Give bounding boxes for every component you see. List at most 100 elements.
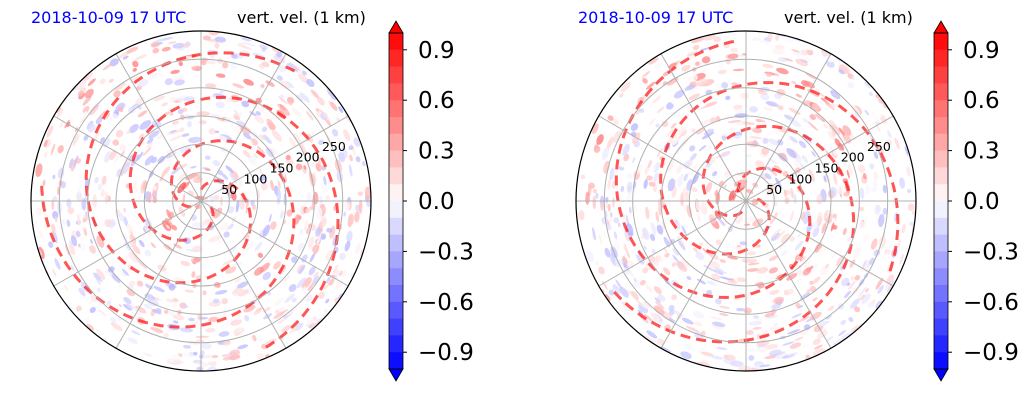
field-cell bbox=[75, 305, 82, 312]
field-cell bbox=[721, 135, 727, 141]
field-cell bbox=[609, 167, 615, 181]
field-cell bbox=[370, 206, 371, 215]
field-cell bbox=[671, 97, 680, 105]
field-cell bbox=[276, 51, 283, 58]
field-cell bbox=[747, 262, 760, 266]
field-cell bbox=[865, 288, 869, 293]
field-cell bbox=[875, 277, 884, 290]
field-cell bbox=[200, 342, 212, 350]
field-cell bbox=[230, 319, 243, 326]
field-cell bbox=[261, 61, 270, 68]
field-cell bbox=[615, 279, 622, 289]
field-cell bbox=[102, 63, 112, 71]
field-cell bbox=[622, 256, 628, 265]
field-cell bbox=[187, 123, 192, 128]
field-cell bbox=[115, 129, 124, 138]
field-cell bbox=[259, 293, 269, 301]
field-cell bbox=[316, 96, 325, 106]
field-cell bbox=[720, 203, 726, 211]
field-cell bbox=[812, 338, 821, 345]
field-cell bbox=[774, 44, 785, 50]
colorbar-band bbox=[934, 66, 948, 84]
field-cell bbox=[299, 228, 304, 235]
field-cell bbox=[671, 294, 677, 301]
field-cell bbox=[754, 160, 765, 168]
field-cell bbox=[763, 106, 774, 112]
field-cell bbox=[619, 92, 624, 98]
field-cell bbox=[622, 143, 630, 156]
field-cell bbox=[873, 107, 882, 119]
field-cell bbox=[217, 240, 222, 244]
field-cell bbox=[805, 45, 813, 51]
field-cell bbox=[318, 291, 325, 299]
field-cell bbox=[93, 328, 103, 336]
field-cell bbox=[827, 130, 836, 140]
colorbar-band bbox=[934, 167, 948, 185]
field-cell bbox=[129, 234, 137, 244]
field-cell bbox=[313, 271, 319, 279]
field-cell bbox=[837, 132, 848, 144]
field-cell bbox=[348, 164, 353, 177]
field-cell bbox=[215, 101, 225, 109]
field-cell bbox=[288, 137, 296, 147]
field-cell bbox=[135, 54, 147, 61]
azimuth-spoke bbox=[745, 115, 894, 202]
field-cell bbox=[328, 278, 335, 286]
field-cell bbox=[666, 158, 675, 172]
field-cell bbox=[713, 36, 721, 43]
field-cell bbox=[51, 268, 57, 277]
field-cell bbox=[84, 88, 94, 99]
field-cell bbox=[762, 137, 769, 144]
colorbar-band bbox=[934, 268, 948, 286]
field-cell bbox=[125, 303, 134, 310]
field-cell bbox=[316, 155, 322, 166]
field-cell bbox=[847, 163, 853, 175]
field-cell bbox=[191, 271, 196, 278]
field-cell bbox=[56, 106, 62, 113]
field-cell bbox=[242, 150, 251, 158]
field-cell bbox=[598, 266, 605, 275]
field-cell bbox=[683, 173, 688, 182]
field-cell bbox=[320, 233, 327, 240]
field-cell bbox=[830, 90, 841, 100]
colorbar-band bbox=[389, 251, 403, 269]
field-cell bbox=[273, 273, 278, 278]
azimuth-spoke bbox=[598, 200, 747, 287]
field-cell bbox=[671, 262, 677, 267]
field-cell bbox=[54, 216, 58, 223]
field-cell bbox=[179, 127, 185, 133]
field-cell bbox=[691, 37, 705, 44]
field-cell bbox=[586, 250, 594, 262]
field-cell bbox=[142, 146, 152, 156]
field-cell bbox=[795, 58, 809, 67]
field-cell bbox=[755, 118, 762, 123]
field-cell bbox=[98, 110, 106, 119]
field-cell bbox=[156, 134, 163, 140]
colorbar-left-ticks: 0.9 0.6 0.3 0.0 −0.3 −0.6 −0.9 bbox=[403, 38, 474, 366]
field-cell bbox=[80, 233, 87, 242]
field-cell bbox=[693, 164, 698, 170]
field-cell bbox=[178, 61, 183, 67]
field-cell bbox=[204, 155, 211, 160]
colorbar-band bbox=[389, 217, 403, 236]
field-cell bbox=[887, 280, 895, 293]
colorbar-band bbox=[934, 301, 948, 320]
field-cell bbox=[244, 241, 254, 251]
field-cell bbox=[780, 233, 791, 244]
field-cell bbox=[121, 268, 129, 276]
field-cell bbox=[129, 123, 139, 134]
field-cell bbox=[771, 303, 782, 310]
field-cell bbox=[108, 78, 114, 83]
field-cell bbox=[283, 193, 286, 206]
colorbar-band bbox=[389, 268, 403, 286]
field-cell bbox=[150, 327, 164, 333]
field-cell bbox=[757, 368, 764, 371]
field-cell bbox=[639, 279, 646, 286]
field-cell bbox=[701, 56, 711, 64]
field-cell bbox=[123, 297, 132, 304]
field-cell bbox=[611, 180, 616, 189]
field-cell bbox=[765, 73, 772, 77]
field-cell bbox=[612, 284, 621, 295]
field-cell bbox=[315, 245, 320, 255]
field-cell bbox=[343, 201, 350, 212]
